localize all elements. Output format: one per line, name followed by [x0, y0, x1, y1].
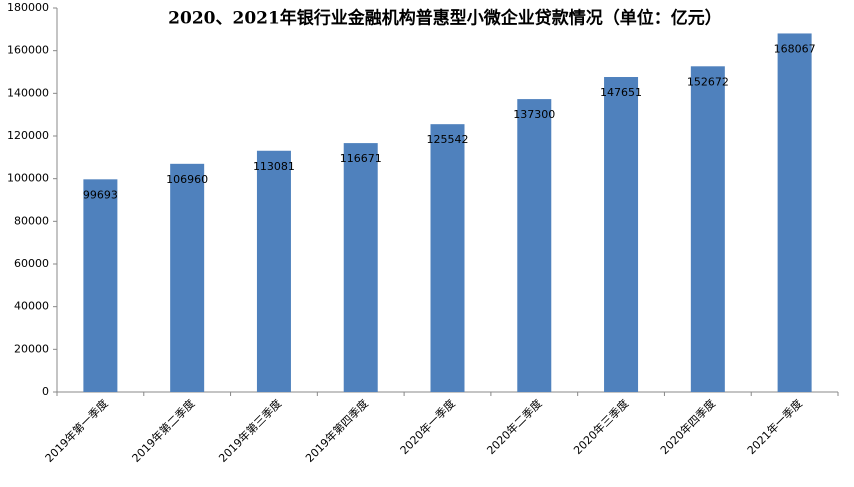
data-label: 106960 [166, 173, 208, 186]
data-label: 125542 [427, 133, 469, 146]
y-tick-label: 80000 [14, 214, 49, 227]
bar [517, 99, 552, 393]
y-tick-label: 100000 [7, 172, 49, 185]
x-tick-label: 2020年四季度 [657, 396, 718, 457]
bar [690, 66, 725, 392]
bar [256, 150, 291, 392]
data-label: 147651 [600, 86, 642, 99]
y-tick-label: 40000 [14, 300, 49, 313]
y-tick-label: 20000 [14, 342, 49, 355]
x-tick-label: 2020年三季度 [570, 396, 631, 457]
bar [777, 33, 812, 393]
data-label: 99693 [83, 188, 118, 201]
chart-title: 2020、2021年银行业金融机构普惠型小微企业贷款情况（单位：亿元） [168, 8, 722, 29]
y-tick-label: 120000 [7, 129, 49, 142]
bar [83, 179, 118, 392]
data-label: 113081 [253, 160, 295, 173]
y-tick-label: 60000 [14, 257, 49, 270]
data-label: 116671 [340, 152, 382, 165]
data-label: 152672 [687, 75, 729, 88]
x-tick-label: 2021年一季度 [744, 396, 805, 457]
y-tick-label: 180000 [7, 1, 49, 14]
bar [343, 143, 378, 392]
x-tick-label: 2019年第三季度 [216, 396, 285, 465]
x-tick-label: 2020年一季度 [397, 396, 458, 457]
x-tick-label: 2019年第一季度 [42, 396, 111, 465]
bar [604, 77, 639, 392]
y-tick-label: 0 [42, 385, 49, 398]
y-tick-label: 140000 [7, 86, 49, 99]
bar [170, 163, 205, 392]
bar [430, 124, 465, 392]
x-tick-label: 2020年二季度 [484, 396, 545, 457]
data-label: 137300 [513, 108, 555, 121]
data-label: 168067 [774, 42, 816, 55]
x-tick-label: 2019年第四季度 [302, 396, 371, 465]
x-tick-label: 2019年第二季度 [129, 396, 198, 465]
y-tick-label: 160000 [7, 44, 49, 57]
